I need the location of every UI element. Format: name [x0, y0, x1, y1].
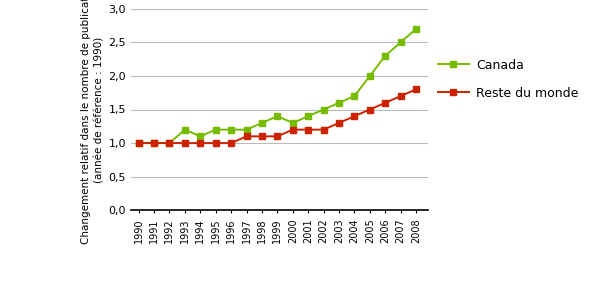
- Reste du monde: [381, 101, 389, 105]
- Canada: [336, 101, 343, 105]
- Line: Canada: Canada: [136, 26, 419, 146]
- Reste du monde: [212, 141, 219, 145]
- Canada: [274, 114, 281, 118]
- Canada: [181, 128, 189, 131]
- Canada: [212, 128, 219, 131]
- Line: Reste du monde: Reste du monde: [136, 86, 419, 146]
- Canada: [243, 128, 250, 131]
- Reste du monde: [320, 128, 327, 131]
- Canada: [412, 27, 419, 31]
- Reste du monde: [258, 135, 265, 138]
- Canada: [381, 54, 389, 58]
- Canada: [166, 141, 173, 145]
- Canada: [367, 74, 374, 78]
- Reste du monde: [197, 141, 204, 145]
- Canada: [135, 141, 142, 145]
- Canada: [258, 121, 265, 125]
- Canada: [320, 108, 327, 111]
- Canada: [227, 128, 234, 131]
- Canada: [151, 141, 158, 145]
- Reste du monde: [243, 135, 250, 138]
- Canada: [351, 94, 358, 98]
- Canada: [397, 41, 404, 44]
- Reste du monde: [227, 141, 234, 145]
- Reste du monde: [336, 121, 343, 125]
- Canada: [289, 121, 296, 125]
- Reste du monde: [305, 128, 312, 131]
- Reste du monde: [135, 141, 142, 145]
- Canada: [305, 114, 312, 118]
- Reste du monde: [367, 108, 374, 111]
- Y-axis label: Changement relatif dans le nombre de publications
(année de référence : 1990): Changement relatif dans le nombre de pub…: [81, 0, 104, 244]
- Reste du monde: [397, 94, 404, 98]
- Reste du monde: [181, 141, 189, 145]
- Canada: [197, 135, 204, 138]
- Reste du monde: [151, 141, 158, 145]
- Reste du monde: [289, 128, 296, 131]
- Reste du monde: [351, 114, 358, 118]
- Reste du monde: [166, 141, 173, 145]
- Reste du monde: [412, 88, 419, 91]
- Reste du monde: [274, 135, 281, 138]
- Legend: Canada, Reste du monde: Canada, Reste du monde: [438, 59, 579, 100]
